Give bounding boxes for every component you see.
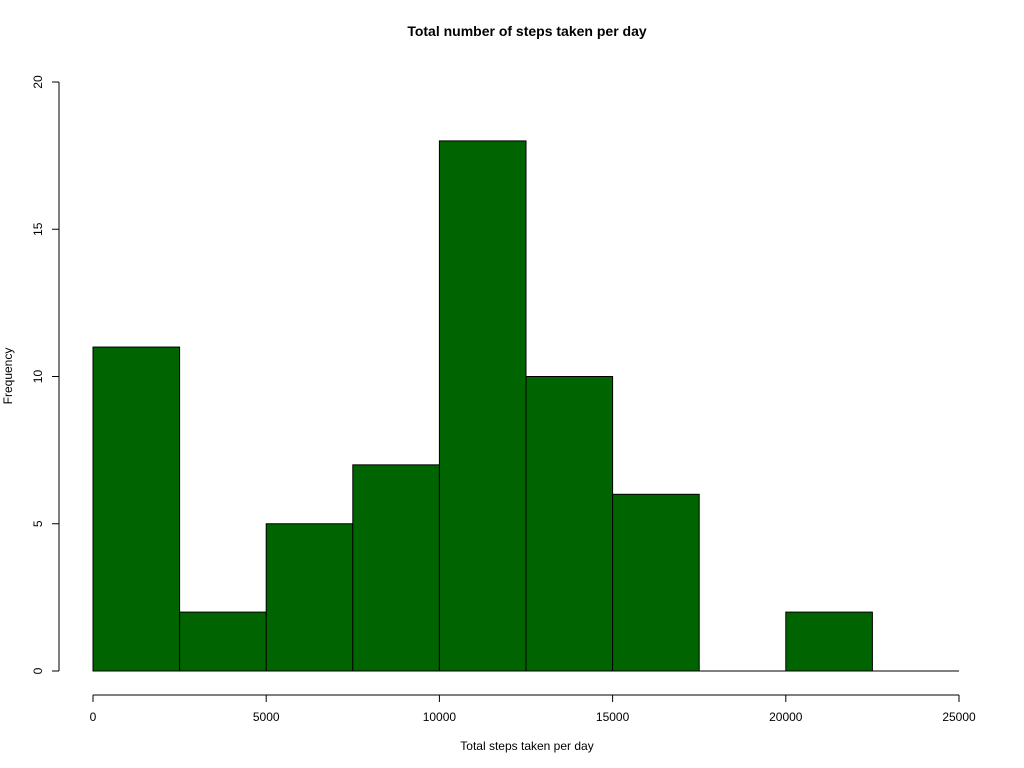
y-tick-label-2: 10 — [31, 370, 45, 384]
histogram-bar-3 — [352, 464, 440, 672]
histogram-bar-6 — [612, 493, 700, 672]
bars-layer — [92, 140, 959, 672]
y-tick-label-4: 20 — [31, 75, 45, 89]
y-tick-label-1: 5 — [31, 520, 45, 527]
x-tick-label-4: 20000 — [769, 710, 803, 724]
histogram-bar-8 — [785, 611, 873, 672]
histogram-bar-5 — [525, 376, 614, 672]
histogram-bar-2 — [265, 523, 354, 672]
histogram-bar-1 — [179, 611, 267, 672]
x-tick-label-5: 25000 — [942, 710, 976, 724]
x-axis: 0 5000 10000 15000 20000 25000 — [90, 694, 976, 724]
x-tick-label-3: 15000 — [596, 710, 630, 724]
histogram-bar-0 — [92, 346, 181, 672]
histogram-bar-4 — [438, 140, 527, 672]
y-tick-label-0: 0 — [31, 667, 45, 674]
x-tick-label-0: 0 — [90, 710, 97, 724]
y-axis: 0 5 10 15 20 — [31, 75, 60, 674]
x-tick-label-2: 10000 — [423, 710, 457, 724]
x-tick-label-1: 5000 — [253, 710, 280, 724]
y-tick-label-3: 15 — [31, 222, 45, 236]
y-axis-label: Frequency — [1, 348, 15, 405]
chart-title: Total number of steps taken per day — [407, 23, 647, 39]
x-axis-label: Total steps taken per day — [460, 739, 593, 753]
